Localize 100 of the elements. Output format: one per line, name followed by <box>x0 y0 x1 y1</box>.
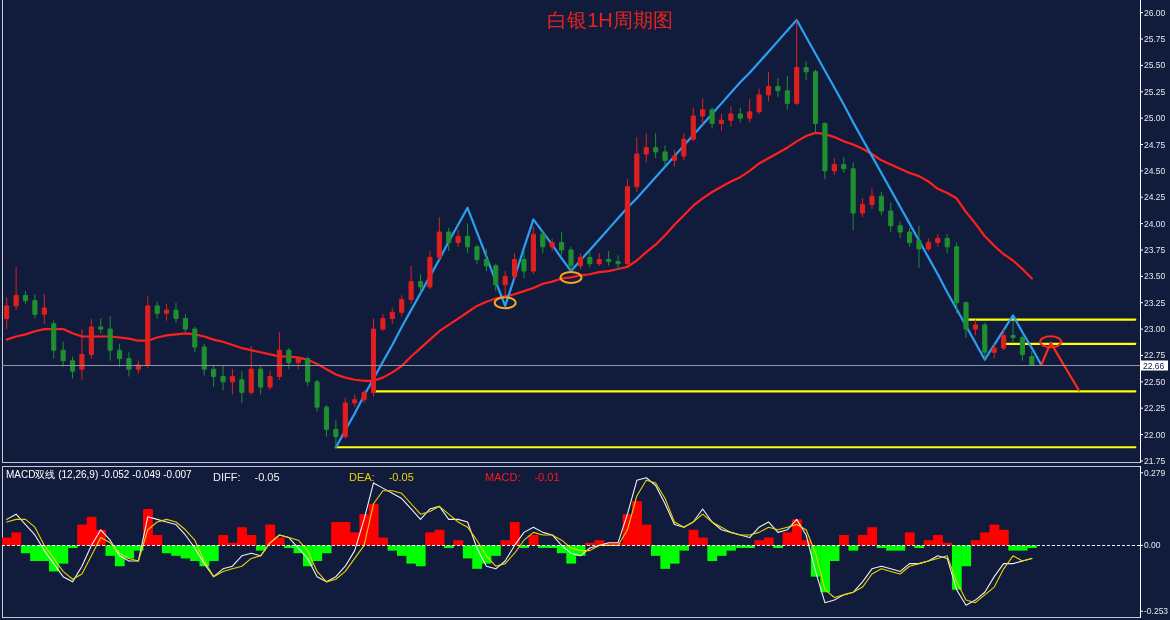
candlestick <box>464 223 471 254</box>
candlestick <box>79 328 85 381</box>
text: MACD: <box>485 471 521 483</box>
candlestick <box>888 202 894 233</box>
candlestick <box>784 75 790 111</box>
candlestick <box>982 322 988 361</box>
y-tick-label: 24.50 <box>1144 165 1166 176</box>
candlestick <box>126 351 132 378</box>
candlestick <box>342 397 348 440</box>
candlestick <box>709 107 715 130</box>
candlestick <box>878 191 884 216</box>
text: DEA: <box>349 471 375 483</box>
candlestick <box>69 356 76 380</box>
y-tick-label: 23.00 <box>1144 324 1166 335</box>
candlestick <box>352 393 358 408</box>
candlestick <box>747 98 753 123</box>
y-tick-label: 25.25 <box>1144 86 1166 97</box>
candlestick <box>455 229 461 248</box>
candlestick <box>991 343 997 360</box>
candlestick <box>690 107 696 142</box>
candlestick <box>182 313 188 333</box>
candlestick <box>427 250 433 290</box>
candlestick <box>88 318 94 360</box>
candlestick <box>229 368 235 395</box>
candlestick <box>972 319 978 336</box>
chart-title: MACD双线 (12,26,9) -0.052 -0.049 -0.007 <box>6 469 193 480</box>
text: -0.05 <box>388 471 414 483</box>
candlestick <box>4 296 10 330</box>
candlestick <box>897 221 903 239</box>
candlestick <box>925 237 931 252</box>
y-tick-label: 26.00 <box>1144 7 1166 18</box>
candlestick <box>1001 328 1007 351</box>
candlestick <box>634 136 640 193</box>
candlestick <box>408 265 414 305</box>
candlestick <box>718 113 725 132</box>
candlestick <box>474 244 480 265</box>
candlestick <box>512 252 518 282</box>
bar <box>904 532 915 546</box>
candlestick <box>32 293 38 320</box>
candlestick <box>220 364 226 391</box>
candlestick <box>41 293 47 325</box>
candlestick <box>577 252 583 270</box>
candlestick <box>436 216 442 260</box>
candlestick <box>248 345 254 395</box>
candlestick <box>192 326 198 353</box>
y-tick-label: 23.75 <box>1144 244 1166 255</box>
candlestick <box>98 318 104 334</box>
y-tick-label: 25.50 <box>1144 60 1166 71</box>
candlestick <box>116 343 123 368</box>
candlestick <box>606 250 612 267</box>
candlestick <box>681 132 687 161</box>
candlestick <box>295 356 301 370</box>
candlestick <box>60 341 66 368</box>
candlestick <box>869 188 875 210</box>
candlestick <box>831 157 837 176</box>
candlestick <box>502 270 508 298</box>
candlestick <box>916 225 922 269</box>
candlestick <box>841 156 847 174</box>
y-tick-label: 23.50 <box>1144 271 1166 282</box>
y-tick-label: 22.50 <box>1144 376 1166 387</box>
candlestick <box>728 106 734 128</box>
candlestick <box>239 370 245 404</box>
candlestick <box>765 71 772 102</box>
bar <box>453 540 464 546</box>
ref-line-label: 22.66 <box>1143 360 1165 371</box>
candlestick <box>380 313 386 332</box>
chart-title: 白银1H周期图 <box>547 9 673 31</box>
candlestick <box>859 197 866 218</box>
y-tick-label: 24.25 <box>1144 192 1166 203</box>
candlestick <box>389 307 395 325</box>
candlestick <box>493 263 499 292</box>
candlestick <box>653 132 659 159</box>
y-tick-label: 25.75 <box>1144 34 1166 45</box>
candlestick <box>399 294 405 317</box>
candlestick <box>13 266 19 311</box>
bar <box>839 534 849 546</box>
candlestick <box>276 331 283 381</box>
candlestick <box>662 145 668 167</box>
candlestick <box>775 77 781 98</box>
text: -0.01 <box>534 471 560 483</box>
text: DIFF: <box>213 471 241 483</box>
candlestick <box>286 347 292 370</box>
candlestick <box>1019 334 1026 362</box>
candlestick <box>596 252 602 267</box>
y-tick-label: 0.279 <box>1144 467 1166 478</box>
y-tick-label: 22.75 <box>1144 350 1166 361</box>
candlestick <box>333 419 339 448</box>
candlestick <box>258 364 264 395</box>
candlestick <box>794 19 800 106</box>
candlestick <box>361 389 367 404</box>
candlestick <box>483 248 489 272</box>
candlestick <box>812 69 819 134</box>
candlestick <box>624 178 630 267</box>
text: -0.05 <box>254 471 280 483</box>
candlestick <box>145 295 151 369</box>
candlestick <box>549 237 555 252</box>
candlestick <box>803 60 809 81</box>
candlestick <box>51 320 57 360</box>
candlestick <box>568 246 574 272</box>
candlestick <box>267 370 273 391</box>
